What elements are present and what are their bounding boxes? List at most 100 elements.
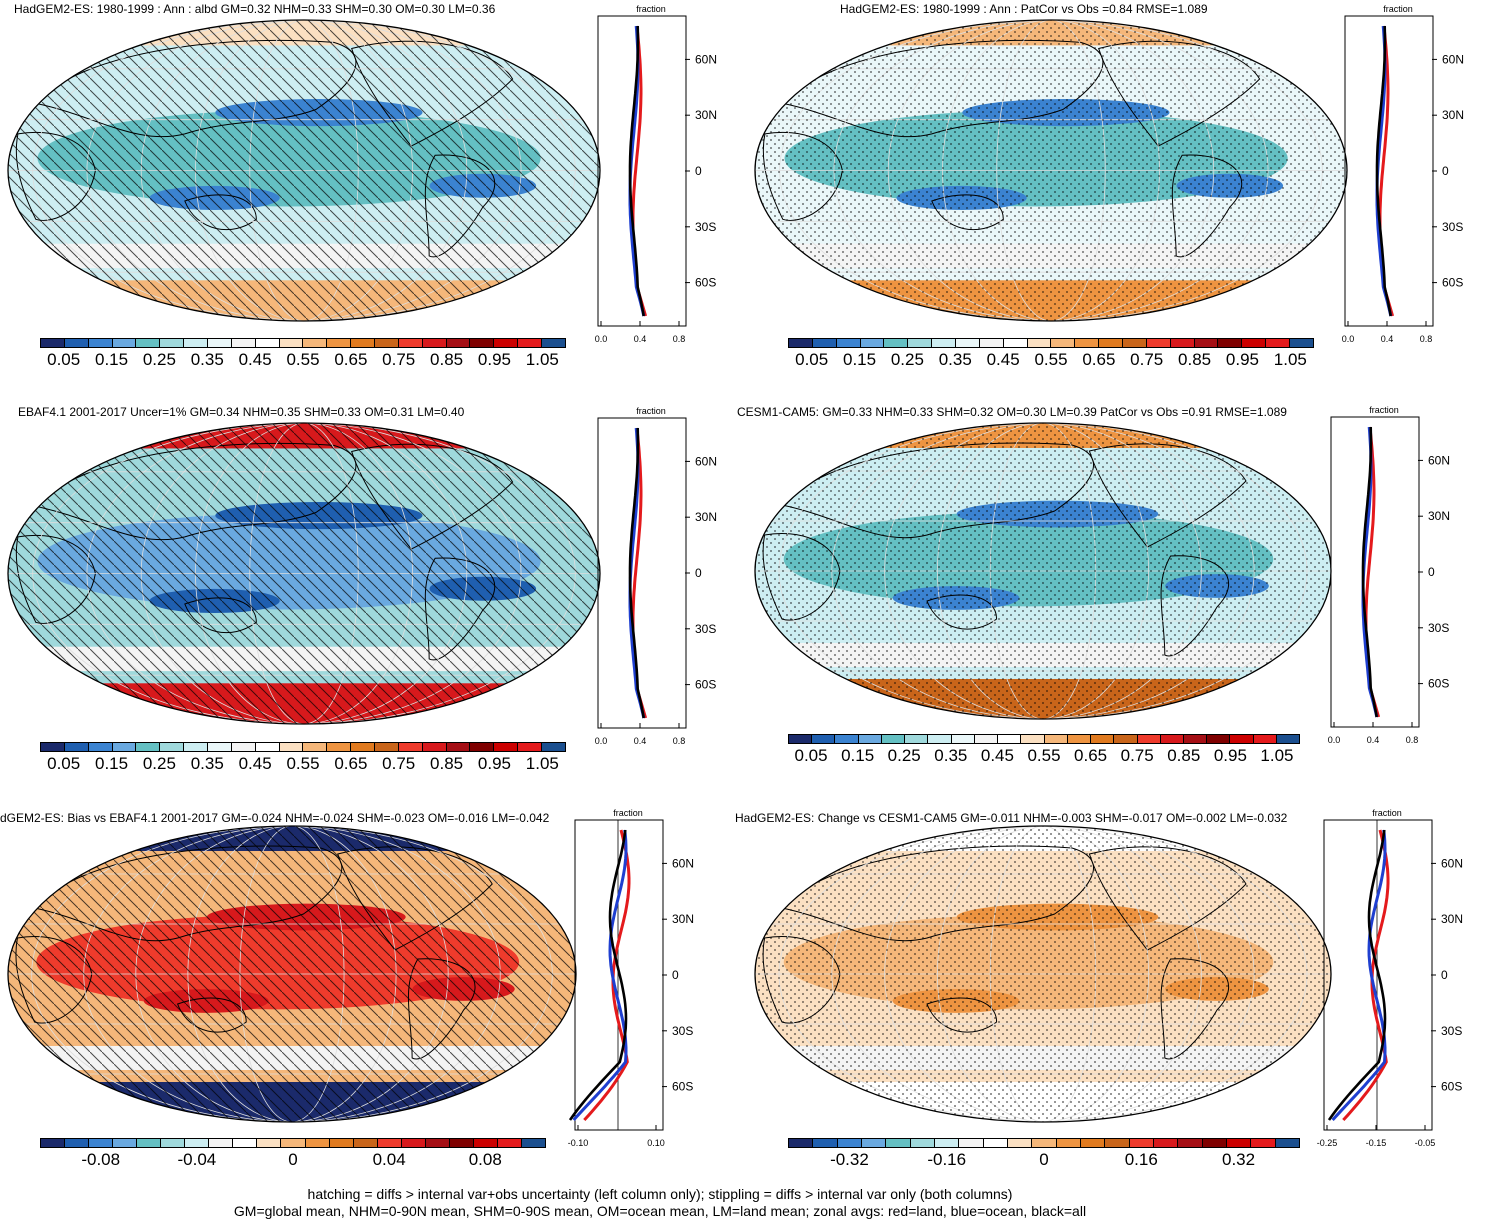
zonal-tick-label: 0.8 [673,334,686,344]
colorbar-swatch [473,1139,498,1147]
colorbar-swatch [934,1139,960,1147]
colorbar-swatch [184,743,209,751]
colorbar-swatch [1218,339,1243,347]
latitude-tick-label: 30S [695,622,716,636]
colorbar-swatch [835,735,859,743]
colorbar-swatch [881,735,906,743]
colorbar-tick-label: 0.25 [142,350,176,369]
zonal-axis-label: fraction [636,406,666,416]
colorbar-tick-label: 0 [288,1150,298,1169]
colorbar-tick-label: 0.55 [286,350,320,369]
colorbar-tick-label: 0.95 [1225,350,1259,369]
colorbar-swatch [789,339,813,347]
colorbar-tick-label: -0.08 [81,1150,121,1169]
colorbar-swatch [956,339,980,347]
panel-title: HadGEM2-ES: Change vs CESM1-CAM5 GM=-0.0… [735,811,1288,825]
latitude-tick-label: 0 [672,968,679,982]
colorbar-swatch [1146,339,1171,347]
colorbar-swatch [1032,1139,1057,1147]
zonal-axis-label: fraction [1383,4,1413,14]
colorbar-swatch [1207,735,1231,743]
colorbar-swatch [160,339,185,347]
colorbar-tick-label: 0.08 [468,1150,502,1169]
latitude-tick-label: 30N [672,912,694,926]
colorbar-swatch [884,339,909,347]
colorbar-tick-label: 0.25 [890,350,924,369]
colorbar-tick-label: 0.04 [372,1150,406,1169]
colorbar-swatch [905,735,929,743]
colorbar-swatch [497,1139,522,1147]
colorbar-tick-label: 0.75 [382,754,416,773]
colorbar-swatch [377,1139,402,1147]
colorbar-swatch [1276,735,1300,743]
latitude-tick-label: 30S [1441,1024,1462,1038]
colorbar-swatch [1075,339,1100,347]
zonal-tick-label: 0.10 [647,1138,665,1148]
colorbar-tick-label: 0.45 [238,754,272,773]
zonal-axis-label: fraction [1369,405,1399,415]
panel-title: dGEM2-ES: Bias vs EBAF4.1 2001-2017 GM=-… [0,811,550,825]
latitude-tick-label: 60S [695,276,716,290]
colorbar-swatch [327,743,352,751]
colorbar-swatch [88,743,113,751]
latitude-tick-label: 60N [695,454,717,468]
colorbar-tick-label: 0.15 [841,746,875,765]
colorbar-tick-label: 0 [1039,1150,1049,1169]
colorbar-swatch [398,743,423,751]
zonal-profile-line [628,427,645,719]
colorbar-swatch [1153,1139,1179,1147]
colorbar-swatch [1007,1139,1033,1147]
colorbar-swatch [184,339,209,347]
colorbar-tick-label: 0.15 [94,350,129,369]
colorbar-swatch [542,339,565,347]
colorbar-swatch [1290,339,1313,347]
colorbar-tick-label: 0.95 [477,350,511,369]
latitude-tick-label: 60S [695,678,716,692]
colorbar-swatch [112,743,137,751]
colorbar-tick-label: 0.45 [980,746,1014,765]
zonal-tick-label: 0.4 [1367,735,1380,745]
latitude-tick-label: 30S [672,1024,693,1038]
world-map [7,825,577,1123]
colorbar-tick-label: 0.75 [1120,746,1154,765]
zonal-profile-line [1331,829,1387,1122]
colorbar-tick-label: 0.95 [477,754,511,773]
colorbar: 0.05 0.15 0.25 0.35 0.45 0.55 0.65 0.75 0.85 0.95… [40,742,566,782]
colorbar-swatch [837,1139,862,1147]
colorbar-swatch [928,735,952,743]
colorbar-swatch [1170,339,1195,347]
colorbar-tick-label: 0.65 [334,754,368,773]
colorbar-swatch [255,339,280,347]
colorbar-tick-label: 0.65 [334,350,368,369]
colorbar-swatch [113,1139,138,1147]
colorbar-swatch [974,735,999,743]
colorbar-swatch [959,1139,984,1147]
world-map [754,19,1348,322]
zonal-profile-line [568,829,628,1121]
latitude-tick-label: 30S [695,220,716,234]
latitude-tick-label: 60N [1441,856,1463,870]
colorbar-swatch [1242,339,1267,347]
colorbar-swatch [89,1139,114,1147]
colorbar-tick-label: 0.65 [1082,350,1116,369]
latitude-tick-label: 0 [695,164,702,178]
colorbar-tick-label: 0.05 [47,350,81,369]
colorbar-swatch [836,339,861,347]
latitude-tick-label: 60S [1428,677,1449,691]
colorbar-tick-label: 1.05 [525,350,559,369]
world-map [7,19,601,322]
footer-note-hatching: hatching = diffs > internal var+obs unce… [307,1186,1013,1202]
colorbar-swatch [998,735,1022,743]
latitude-tick-label: 30N [695,510,717,524]
colorbar-swatch [425,1139,450,1147]
latitude-tick-label: 0 [1441,968,1448,982]
zonal-average-plot: fraction 60N 30N 0 30S 60S -0.25 -0.15 -0.05 [1317,808,1463,1148]
colorbar-tick-label: 0.32 [1222,1150,1256,1169]
colorbar-tick-label: 0.45 [986,350,1020,369]
zonal-axis-label: fraction [613,808,643,818]
colorbar-swatches [40,1138,546,1148]
panel-title: EBAF4.1 2001-2017 Uncer=1% GM=0.34 NHM=0… [18,405,465,419]
colorbar-swatch [209,1139,234,1147]
zonal-tick-label: 0.0 [1342,334,1355,344]
colorbar-tick-label: 0.25 [142,754,176,773]
